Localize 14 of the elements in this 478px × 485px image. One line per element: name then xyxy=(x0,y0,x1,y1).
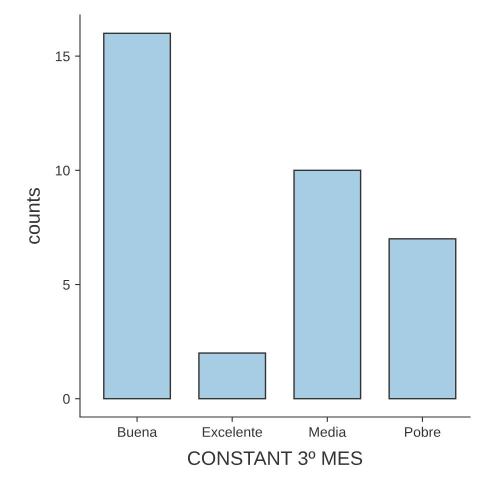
bar xyxy=(293,170,362,400)
x-tick-label: Media xyxy=(310,426,346,437)
x-tick-label: Excelente xyxy=(202,426,262,437)
x-axis-title: CONSTANT 3º MES xyxy=(188,451,362,466)
bar xyxy=(388,238,456,400)
y-tick-label: 5 xyxy=(63,280,70,290)
y-tick-label: 0 xyxy=(63,394,70,404)
x-tick-label: Buena xyxy=(118,427,158,437)
y-tick-label: 10 xyxy=(56,166,70,176)
y-axis-title: counts xyxy=(27,188,40,244)
bar xyxy=(198,352,266,400)
y-tick-label: 15 xyxy=(56,52,70,62)
x-tick-label: Pobre xyxy=(405,426,440,437)
bar xyxy=(103,32,172,400)
